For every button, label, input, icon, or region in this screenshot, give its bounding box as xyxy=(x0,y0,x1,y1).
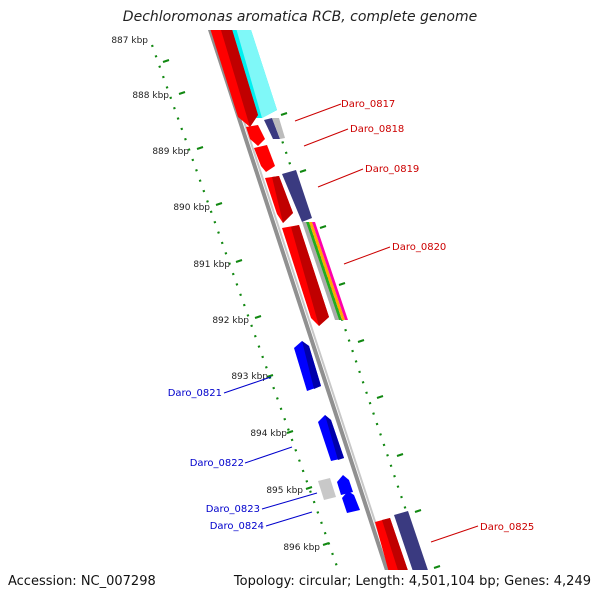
gene-label-daro-0817[interactable]: Daro_0817 xyxy=(341,99,395,110)
gene-feature-navy[interactable] xyxy=(264,118,280,139)
gene-label-daro-0819[interactable]: Daro_0819 xyxy=(365,164,419,175)
outer-tick-mark xyxy=(376,395,384,399)
outer-tick-mark xyxy=(280,112,288,116)
callout-line xyxy=(317,168,364,188)
tick-mark xyxy=(322,542,330,546)
tick-mark xyxy=(305,486,313,490)
gene-feature-multicolor-stripe xyxy=(312,222,348,320)
tick-label: 893 kbp xyxy=(231,372,268,382)
gene-label-daro-0823[interactable]: Daro_0823 xyxy=(206,504,260,515)
outer-tick-mark xyxy=(319,225,327,229)
callout-line xyxy=(303,128,349,147)
gene-feature-blue-shade xyxy=(302,341,321,389)
callout-line xyxy=(343,246,391,265)
tick-label: 894 kbp xyxy=(250,429,287,439)
topology-label: Topology: circular; Length: 4,501,104 bp… xyxy=(233,574,591,589)
tick-label: 888 kbp xyxy=(132,91,169,101)
gene-label-daro-0824[interactable]: Daro_0824 xyxy=(210,521,264,532)
gene-feature-multicolor-stripe xyxy=(306,222,342,320)
tick-label: 896 kbp xyxy=(283,543,320,553)
gene-feature-navy[interactable] xyxy=(394,511,438,600)
tick-label: 892 kbp xyxy=(212,316,249,326)
tick-mark xyxy=(235,259,243,263)
callout-line xyxy=(261,492,318,510)
gene-feature-red-shade xyxy=(291,225,329,326)
gene-feature-red-shade xyxy=(220,30,258,127)
gene-feature-blue-shade xyxy=(325,415,344,460)
gene-feature-red[interactable] xyxy=(246,125,265,146)
tick-label: 889 kbp xyxy=(152,147,189,157)
tick-label: 890 kbp xyxy=(173,203,210,213)
outer-tick-mark xyxy=(396,453,404,457)
gene-feature-navy[interactable] xyxy=(282,170,312,222)
gene-feature-blue[interactable] xyxy=(337,475,353,495)
gene-feature-blue[interactable] xyxy=(342,491,360,513)
outer-tick-mark xyxy=(414,509,422,513)
tick-label: 891 kbp xyxy=(193,260,230,270)
outer-tick-mark xyxy=(357,339,365,343)
tick-mark xyxy=(215,202,223,206)
callout-line xyxy=(294,103,342,122)
tick-mark xyxy=(286,430,294,434)
tick-label: 895 kbp xyxy=(266,486,303,496)
gene-label-daro-0821[interactable]: Daro_0821 xyxy=(168,388,222,399)
gene-feature-multicolor[interactable] xyxy=(302,222,339,320)
callout-line xyxy=(223,376,272,394)
tick-mark xyxy=(254,315,262,319)
tick-label: 887 kbp xyxy=(111,36,148,46)
tick-marks xyxy=(162,59,441,569)
gene-feature-red-shade xyxy=(382,518,408,570)
gene-feature-multicolor-stripe xyxy=(309,222,345,320)
gene-label-daro-0818[interactable]: Daro_0818 xyxy=(350,124,404,135)
tick-mark xyxy=(178,91,186,95)
outer-tick-mark xyxy=(338,282,346,286)
tick-mark xyxy=(196,146,204,150)
gene-feature-grey[interactable] xyxy=(318,478,336,500)
callout-line xyxy=(265,511,313,527)
callout-line xyxy=(244,446,293,464)
gene-feature-cyan-shade xyxy=(236,30,277,118)
gene-label-daro-0825[interactable]: Daro_0825 xyxy=(480,522,534,533)
gene-feature-grey[interactable] xyxy=(272,118,285,139)
outer-tick-mark xyxy=(433,565,441,569)
callout-line xyxy=(430,525,479,543)
gene-feature-red[interactable] xyxy=(254,145,275,172)
outer-tick-mark xyxy=(299,169,307,173)
accession-label: Accession: NC_007298 xyxy=(8,574,156,589)
tick-mark xyxy=(162,59,170,63)
gene-label-daro-0822[interactable]: Daro_0822 xyxy=(190,458,244,469)
tick-mark xyxy=(266,374,274,378)
map-title: Dechloromonas aromatica RCB, complete ge… xyxy=(122,9,478,25)
gene-feature-red-shade xyxy=(272,176,293,223)
gene-label-daro-0820[interactable]: Daro_0820 xyxy=(392,242,446,253)
